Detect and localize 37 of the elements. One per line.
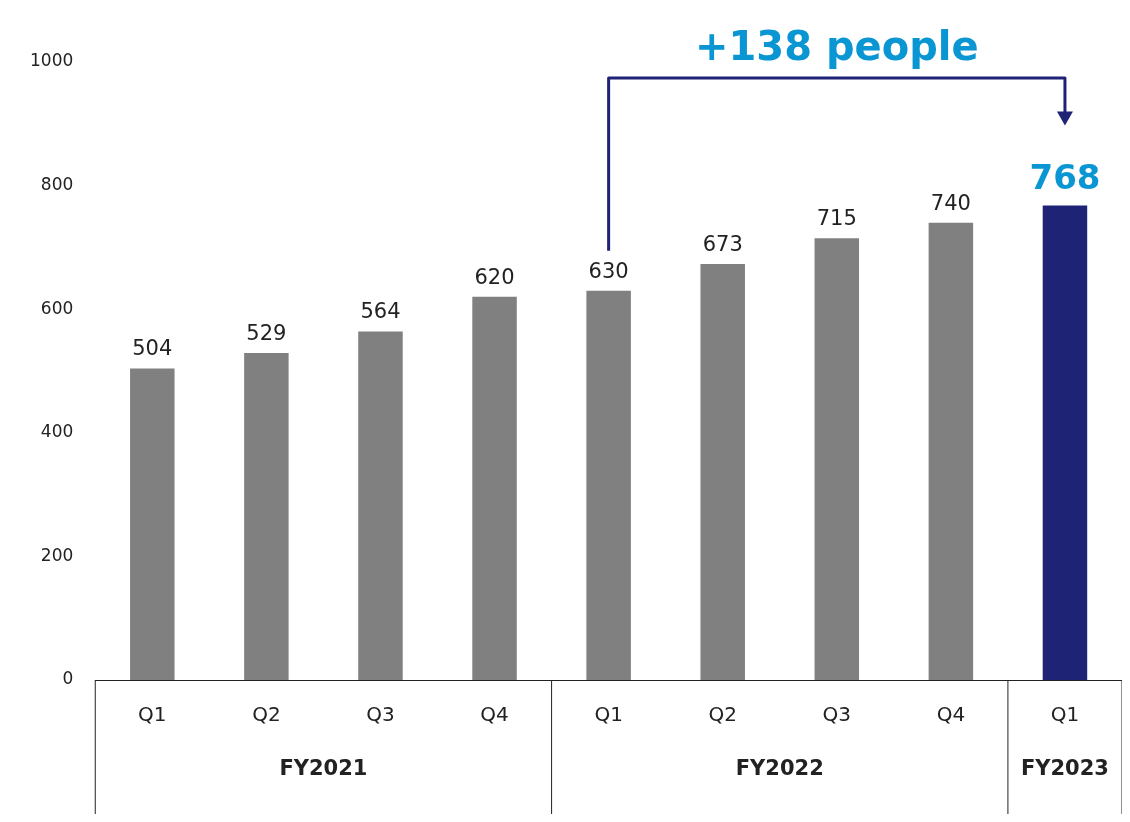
x-tick-label: Q4 <box>480 702 509 727</box>
y-tick-label: 200 <box>40 544 74 565</box>
y-tick-label: 400 <box>40 421 74 442</box>
data-label: 673 <box>702 232 743 257</box>
data-label: 620 <box>474 264 515 289</box>
x-tick-label: Q3 <box>366 702 395 727</box>
y-tick-label: 600 <box>40 297 74 318</box>
x-tick-label: Q1 <box>594 702 623 727</box>
y-tick-label: 0 <box>62 668 74 689</box>
data-label: 564 <box>360 299 401 324</box>
data-label: 768 <box>1029 157 1101 198</box>
data-label: 504 <box>132 336 173 361</box>
bar <box>586 290 631 680</box>
data-label: 529 <box>246 321 287 346</box>
bar <box>130 368 175 680</box>
y-tick-label: 1000 <box>30 50 74 71</box>
x-tick-label: Q1 <box>138 702 167 727</box>
y-tick-label: 800 <box>40 174 74 195</box>
bar <box>928 222 974 680</box>
bar <box>814 238 860 680</box>
text: FY2022 <box>735 756 824 781</box>
data-label: 630 <box>588 258 629 283</box>
x-tick-label: Q4 <box>936 702 966 727</box>
bar <box>472 296 517 680</box>
x-tick-label: Q3 <box>822 702 852 727</box>
data-label: 715 <box>816 206 857 231</box>
x-tick-label: Q2 <box>708 702 737 727</box>
text: FY2021 <box>279 756 368 781</box>
bar <box>244 353 289 680</box>
annotation: +138 people <box>694 23 979 70</box>
text: FY2023 <box>1020 756 1109 781</box>
bar <box>358 331 403 680</box>
bar <box>700 264 745 680</box>
bar <box>1042 205 1088 680</box>
data-label: 740 <box>930 190 971 215</box>
x-tick-label: Q2 <box>252 702 281 727</box>
x-tick-label: Q1 <box>1050 702 1080 727</box>
